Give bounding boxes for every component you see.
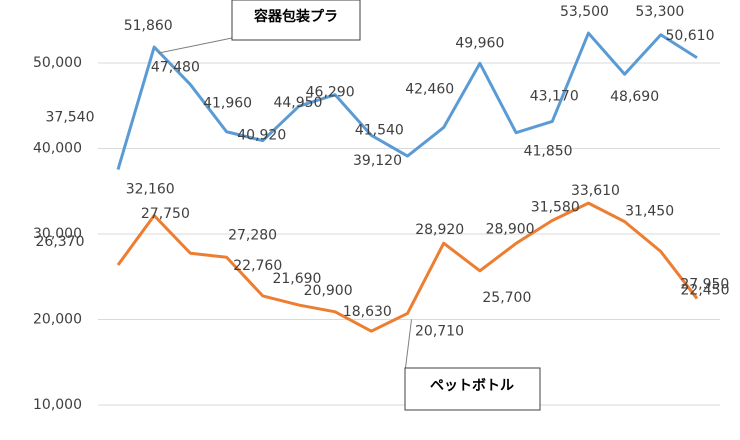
data-label: 41,850 [524,144,573,160]
data-label: 41,540 [355,122,404,138]
y-tick-label: 30,000 [33,226,82,242]
data-label: 53,500 [560,4,609,20]
callout-label: 容器包装プラ [253,8,338,25]
data-label: 27,280 [228,227,277,243]
callout-leader [158,37,233,54]
data-label: 40,920 [237,128,286,144]
callout-box [404,367,541,411]
data-label: 28,920 [415,222,464,238]
data-label: 49,960 [455,35,504,51]
data-label: 26,370 [36,234,85,250]
data-label: 44,950 [273,95,322,111]
data-label: 41,960 [203,96,252,112]
data-label: 18,630 [343,304,392,320]
callout-box [231,0,361,41]
data-label: 31,580 [531,199,580,215]
y-tick-label: 50,000 [33,55,82,71]
data-label: 22,450 [681,283,730,299]
data-label: 39,120 [353,153,402,169]
data-label: 50,610 [666,28,715,44]
line-series [116,201,699,333]
data-label: 47,480 [151,60,200,76]
data-label: 51,860 [124,18,173,34]
data-label: 37,540 [46,110,95,126]
grid [98,62,720,406]
data-label: 22,760 [233,258,282,274]
callout-label: ペットボトル [430,378,514,394]
data-label: 31,450 [625,204,674,220]
data-label: 53,300 [635,4,684,20]
data-label: 32,160 [126,182,175,198]
data-label: 27,950 [680,277,729,293]
data-label: 20,900 [304,283,353,299]
y-tick-label: 20,000 [33,312,82,328]
data-label: 43,170 [530,88,579,104]
line-series [116,31,698,170]
data-label: 25,700 [482,290,531,306]
y-tick-label: 40,000 [33,141,82,157]
data-label: 33,610 [571,183,620,199]
data-label: 21,690 [272,271,321,287]
data-label: 20,710 [415,323,464,339]
data-label: 27,750 [141,206,190,222]
data-label: 28,900 [486,221,535,237]
callout-leader [404,319,412,373]
data-label: 46,290 [306,85,355,101]
data-label: 42,460 [405,81,454,97]
y-tick-label: 10,000 [33,397,82,413]
data-label: 48,690 [610,89,659,105]
